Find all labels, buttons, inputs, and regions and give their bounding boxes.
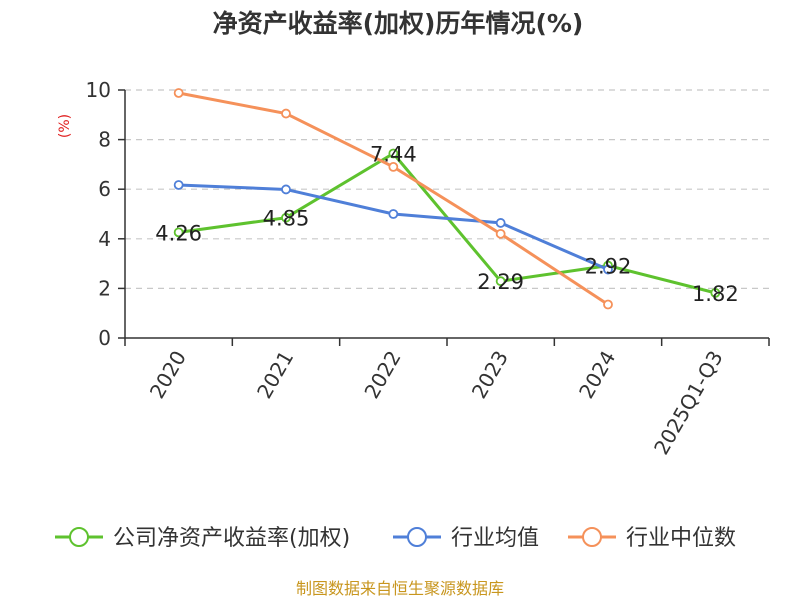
data-label: 4.85 [263,207,310,231]
data-label: 4.26 [155,221,202,245]
legend-marker [69,527,89,547]
data-point [603,264,613,275]
y-tick-label: 10 [86,78,111,102]
data-point [495,218,506,228]
series-line [178,183,609,271]
data-label: 1.82 [692,282,739,306]
gridlines [125,89,769,289]
y-tick-label: 0 [98,326,111,350]
y-tick-label: 6 [98,177,111,201]
series-line [178,151,716,295]
legend-label: 行业均值 [451,526,539,551]
legend-marker [407,527,427,547]
data-point [495,228,506,239]
x-tick-label: 2020 [145,347,191,403]
legend: 公司净资产收益率(加权) 行业均值 行业中位数 [55,526,736,551]
x-tick-label: 2021 [252,347,298,403]
data-point [173,88,184,98]
data-point [281,108,291,119]
y-tick-label: 4 [98,227,111,251]
data-point [495,276,506,287]
data-point [281,212,291,223]
data-point [710,287,721,298]
series-group [173,88,721,310]
source-note: 制图数据来自恒生聚源数据库 [296,579,504,598]
data-point [603,299,613,310]
data-point [388,161,399,172]
data-point [173,180,184,190]
x-tick-label: 2025Q1-Q3 [649,347,728,459]
x-tick-label: 2023 [467,346,513,402]
data-point [388,148,399,159]
data-label: 2.29 [477,270,524,294]
y-axis-label: (%) [57,114,73,138]
data-label: 7.44 [370,142,417,166]
axes: 0 2 4 6 8 10 2020 2021 2022 2023 2024 2025Q1-Q3 [86,78,770,459]
legend-label: 行业中位数 [626,526,736,551]
data-label: 2.92 [585,255,632,279]
data-point [388,209,399,219]
chart-title: 净资产收益率(加权)历年情况(%) [213,9,584,38]
x-tick-label: 2022 [359,347,405,403]
data-point [173,227,184,238]
data-labels: 4.26 4.85 7.44 2.29 2.92 1.82 [155,142,738,305]
y-tick-label: 2 [98,276,111,300]
y-tick-label: 8 [98,128,111,152]
legend-label: 公司净资产收益率(加权) [113,526,350,551]
data-point [281,184,291,195]
series-line [178,91,609,306]
x-tick-label: 2024 [574,347,620,403]
legend-marker [582,527,602,547]
